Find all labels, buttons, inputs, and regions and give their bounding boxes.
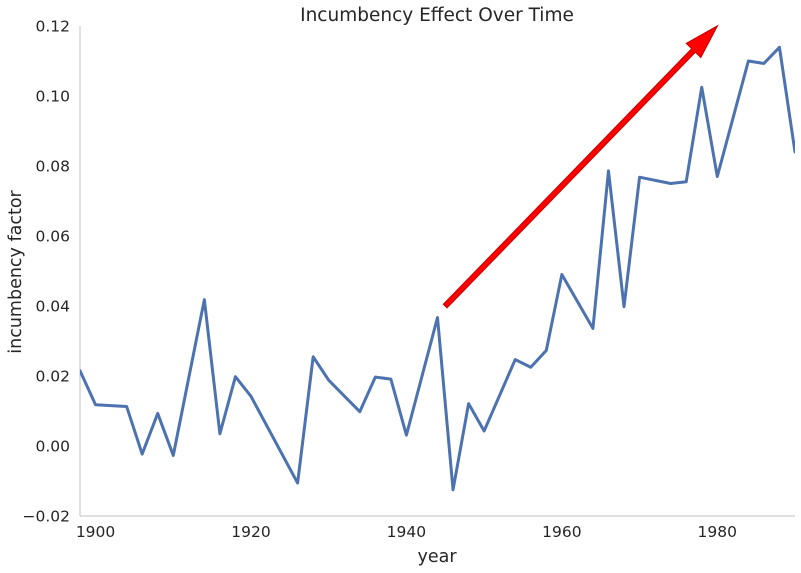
x-tick-label: 1900 <box>76 523 115 541</box>
y-tick-label: 0.00 <box>35 438 70 456</box>
x-tick-label: 1980 <box>698 523 737 541</box>
x-tick-label: 1940 <box>387 523 426 541</box>
tick-labels: 1900 1920 1940 1960 1980 −0.02 0.00 0.02 0.04 0.0… <box>23 18 738 542</box>
y-tick-label: 0.08 <box>35 158 70 176</box>
annotation-arrow <box>442 24 719 309</box>
axes <box>79 26 795 517</box>
y-tick-label: 0.06 <box>35 228 70 246</box>
x-tick-label: 1960 <box>542 523 581 541</box>
data-series <box>80 45 795 492</box>
x-tick-label: 1920 <box>231 523 270 541</box>
x-axis-label: year <box>417 547 457 567</box>
series-line <box>80 45 795 492</box>
chart-title: Incumbency Effect Over Time <box>300 5 574 26</box>
y-tick-label: 0.02 <box>35 368 70 386</box>
annotations <box>442 24 719 309</box>
y-tick-label: 0.12 <box>35 18 70 36</box>
y-tick-label: 0.10 <box>35 88 70 106</box>
y-axis-label: incumbency factor <box>6 189 26 353</box>
y-tick-label: 0.04 <box>35 298 70 316</box>
y-tick-label: −0.02 <box>23 508 71 526</box>
